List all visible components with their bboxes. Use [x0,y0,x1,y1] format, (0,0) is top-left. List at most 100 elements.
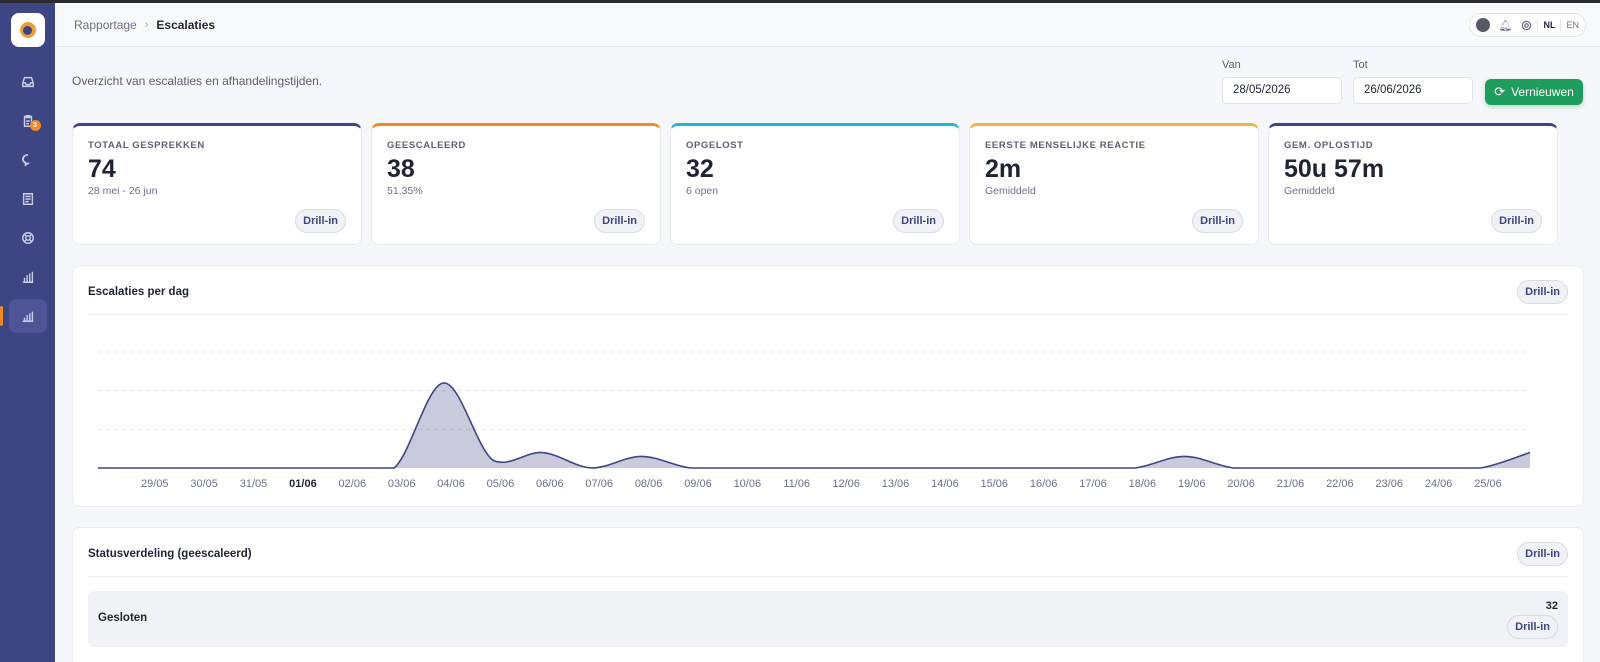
status-panel-title: Statusverdeling (geescaleerd) [88,548,252,560]
refresh-label: Vernieuwen [1511,85,1574,99]
x-tick-label: 12/06 [832,478,860,490]
inbox-icon [21,76,34,88]
divider [1560,19,1562,31]
divider [1537,19,1539,31]
x-tick-label: 11/06 [783,478,810,490]
kpi-value: 32 [686,155,714,183]
kpi-label: GEESCALEERD [387,140,466,151]
x-tick-label: 20/06 [1227,478,1255,490]
x-tick-label: 29/05 [141,478,169,490]
kpi-value: 38 [387,155,415,183]
status-row-label: Gesloten [98,612,148,624]
kpi-drill-in-button[interactable]: Drill-in [893,209,944,233]
lang-nl-button[interactable]: NL [1543,20,1556,30]
x-tick-label: 17/06 [1079,478,1107,490]
lang-en-button[interactable]: EN [1566,20,1579,30]
x-tick-label: 02/06 [339,478,367,490]
kpi-subtext: 28 mei - 26 jun [88,185,158,197]
status-row[interactable]: Gesloten 32 Drill-in [88,591,1568,647]
tasks-badge: 3 [29,120,41,131]
date-from-group: Van 28/05/2026 [1222,59,1342,104]
topbar: Rapportage › Escalaties 🔔︎ NL EN [55,3,1600,47]
x-tick-label: 16/06 [1030,478,1058,490]
x-tick-label: 04/06 [437,478,465,490]
x-tick-label: 06/06 [536,478,564,490]
kpi-value: 2m [985,155,1022,183]
x-tick-label: 30/05 [190,478,218,490]
x-tick-label: 14/06 [931,478,959,490]
x-tick-label: 10/06 [734,478,762,490]
app-window: 3 Rapportage › Escalaties 🔔︎ [0,3,1600,662]
support-icon[interactable] [1521,20,1532,31]
chart-panel: Escalaties per dag Drill-in 29/05 30/05 31… [72,265,1584,507]
x-tick-label: 05/06 [487,478,515,490]
app-logo[interactable] [10,13,45,47]
status-row-count: 32 [1545,600,1558,612]
sidebar-item-tasks[interactable]: 3 [9,104,47,138]
x-tick-label: 22/06 [1326,478,1354,490]
x-tick-label: 25/06 [1474,478,1502,490]
kpi-drill-in-button[interactable]: Drill-in [594,209,645,233]
kpi-card: GEM. OPLOSTIJD 50u 57m Gemiddeld Drill-in [1268,123,1558,245]
document-icon [22,193,33,205]
date-from-input[interactable]: 28/05/2026 [1222,77,1342,104]
chat-icon [21,154,30,167]
kpi-drill-in-button[interactable]: Drill-in [1491,209,1542,233]
x-tick-label: 31/05 [240,478,268,490]
kpi-drill-in-button[interactable]: Drill-in [1192,209,1243,233]
status-row-drill-in-button[interactable]: Drill-in [1507,615,1558,639]
date-to-group: Tot 26/06/2026 [1353,59,1473,104]
page-subtitle: Overzicht van escalaties en afhandelings… [72,74,323,88]
kpi-subtext: 51,35% [387,185,423,197]
series-area [98,382,1530,468]
lifebuoy-icon [21,232,34,244]
date-to-label: Tot [1353,59,1368,71]
x-tick-label: 18/06 [1129,478,1157,490]
x-tick-label: 21/06 [1277,478,1305,490]
chart-drill-in-button[interactable]: Drill-in [1517,280,1568,304]
refresh-button[interactable]: ⟳ Vernieuwen [1485,79,1583,105]
kpi-subtext: Gemiddeld [985,185,1036,197]
date-from-label: Van [1222,59,1241,71]
kpi-card: EERSTE MENSELIJKE REACTIE 2m Gemiddeld Dril… [969,123,1259,245]
sidebar-item-inbox[interactable] [9,65,47,99]
kpi-value: 50u 57m [1284,155,1385,183]
kpi-subtext: 6 open [686,185,719,197]
sidebar-item-chat[interactable] [9,143,47,177]
report-chart-icon [22,311,33,322]
status-panel: Statusverdeling (geescaleerd) Drill-in G… [72,527,1584,662]
sidebar-item-documents[interactable] [9,182,47,216]
kpi-label: GEM. OPLOSTIJD [1284,140,1374,151]
status-drill-in-button[interactable]: Drill-in [1517,542,1568,566]
breadcrumb-separator-icon: › [144,18,149,31]
x-tick-label: 13/06 [882,478,910,490]
x-tick-label: 09/06 [684,478,712,490]
bar-chart-icon [22,271,33,283]
x-tick-label: 07/06 [585,478,613,490]
date-to-input[interactable]: 26/06/2026 [1353,77,1473,104]
kpi-label: TOTAAL GESPREKKEN [88,140,205,151]
x-tick-label: 08/06 [635,478,663,490]
bell-icon[interactable]: 🔔︎ [1498,19,1513,32]
refresh-icon: ⟳ [1494,84,1506,99]
x-tick-label: 24/06 [1425,478,1453,490]
avatar[interactable] [1475,18,1490,32]
sidebar-item-support[interactable] [9,221,47,255]
kpi-card: TOTAAL GESPREKKEN 74 28 mei - 26 jun Drill-… [72,123,362,245]
kpi-label: EERSTE MENSELIJKE REACTIE [985,140,1146,151]
kpi-label: OPGELOST [686,140,744,151]
topbar-actions: 🔔︎ NL EN [1468,13,1586,37]
x-tick-label: 23/06 [1376,478,1404,490]
kpi-subtext: Gemiddeld [1284,185,1335,197]
breadcrumb-parent[interactable]: Rapportage [74,17,137,32]
sidebar: 3 [0,3,55,662]
x-tick-label: 15/06 [980,478,1008,490]
escalations-chart: 29/05 30/05 31/05 01/06 02/06 03/06 04/06 05/06… [97,351,1531,490]
kpi-value: 74 [88,155,116,183]
kpi-card: GEESCALEERD 38 51,35% Drill-in [371,123,661,245]
kpi-drill-in-button[interactable]: Drill-in [295,209,346,233]
kpi-card: OPGELOST 32 6 open Drill-in [670,123,960,245]
sidebar-item-reports[interactable] [0,299,47,333]
sidebar-item-analytics[interactable] [9,260,47,294]
x-tick-label: 03/06 [388,478,416,490]
